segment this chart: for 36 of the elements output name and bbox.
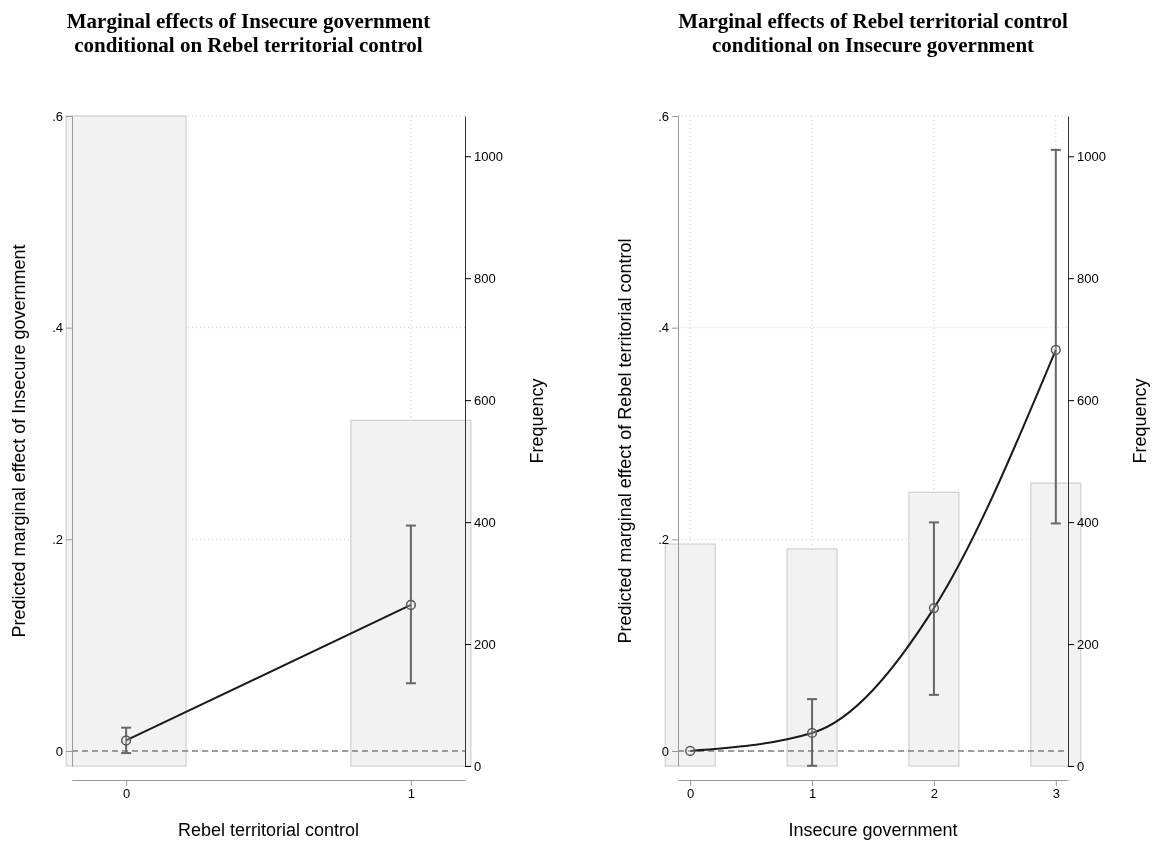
y2-tick-label: 200 <box>1077 636 1099 652</box>
x-tick-label: 3 <box>1052 786 1060 802</box>
y-tick-label: .4 <box>658 320 669 336</box>
y2-tick-label: 800 <box>474 270 496 286</box>
bar <box>786 548 838 767</box>
y-tick-label: .2 <box>658 531 669 547</box>
x-tick-label: 2 <box>930 786 939 802</box>
x-tick-label: 0 <box>122 786 131 802</box>
y2-tick-label: 400 <box>1077 514 1099 530</box>
y-tick-label: .6 <box>658 108 669 124</box>
y2-tick-label: 800 <box>1077 270 1099 286</box>
y-tick-label: 0 <box>661 743 669 759</box>
x-tick-label: 1 <box>407 786 416 802</box>
x-tick-label: 1 <box>808 786 817 802</box>
y-tick-label: .6 <box>52 108 63 124</box>
y-tick-label: 0 <box>55 743 63 759</box>
y-tick-label: .4 <box>52 320 63 336</box>
y2-tick-label: 600 <box>474 392 496 408</box>
y2-tick-label: 0 <box>1077 758 1085 774</box>
x-tick-label: 0 <box>687 786 695 802</box>
y-axis-title: Predicted marginal effect of Rebel territorial control <box>615 238 635 644</box>
y-tick-label: .2 <box>52 531 63 547</box>
y-axis-title: Predicted marginal effect of Insecure government <box>9 244 29 638</box>
y2-axis-title: Frequency <box>1130 378 1150 464</box>
x-axis-title: Insecure government <box>788 820 958 840</box>
y2-tick-label: 200 <box>474 636 496 652</box>
bar <box>664 543 716 767</box>
y2-tick-label: 600 <box>1077 392 1099 408</box>
chart-title: Marginal effects of Insecure government conditional on Rebel territorial control <box>66 9 431 57</box>
y2-tick-label: 1000 <box>474 148 503 164</box>
y2-axis-title: Frequency <box>527 378 547 464</box>
y2-tick-label: 400 <box>474 514 496 530</box>
x-axis-title: Rebel territorial control <box>177 820 360 840</box>
chart-title: Marginal effects of Rebel territorial control conditional on Insecure government <box>678 9 1069 57</box>
y2-tick-label: 1000 <box>1077 148 1106 164</box>
y2-tick-label: 0 <box>474 758 482 774</box>
